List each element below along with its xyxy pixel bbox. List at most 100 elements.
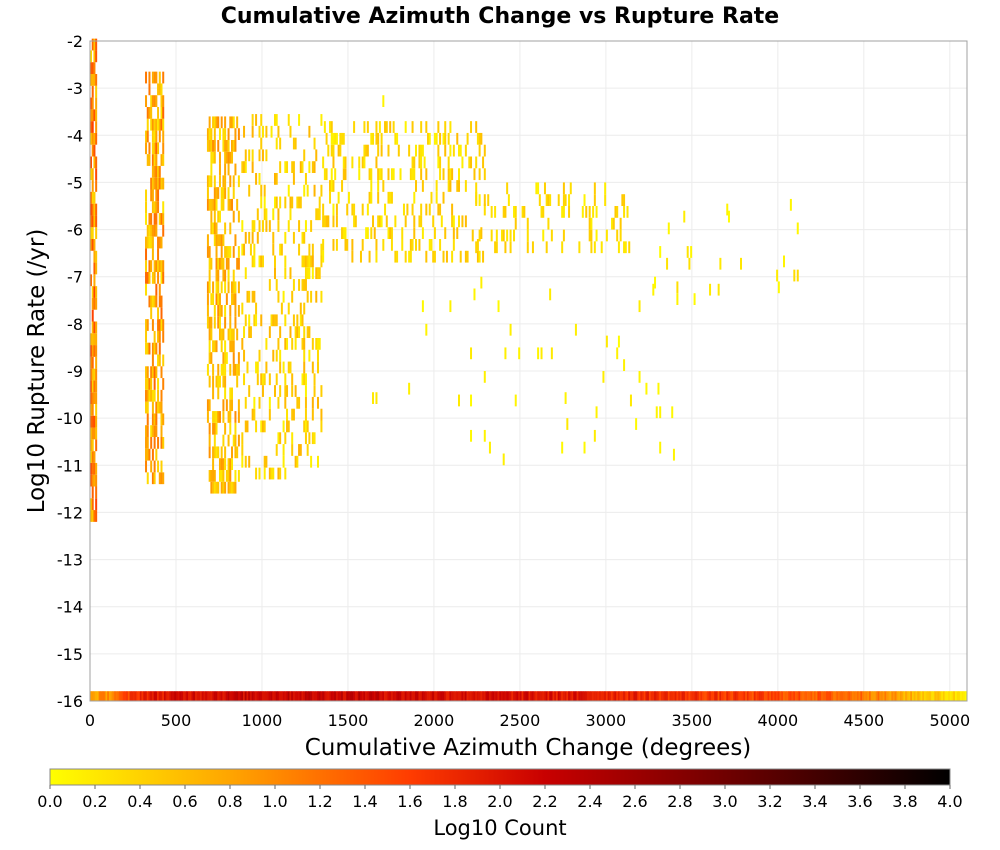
heatmap-cell (368, 691, 371, 701)
heatmap-cell (260, 420, 263, 433)
heatmap-cell (320, 255, 323, 268)
heatmap-cell (641, 691, 645, 701)
heatmap-cell (158, 130, 161, 143)
heatmap-cell (160, 236, 163, 249)
heatmap-cell (409, 168, 412, 181)
heatmap-cell (557, 194, 560, 206)
heatmap-cell (736, 691, 739, 701)
heatmap-cell (635, 418, 638, 430)
heatmap-cell (148, 295, 151, 308)
heatmap-cell (351, 691, 354, 701)
heatmap-cell (616, 691, 619, 701)
heatmap-cell (162, 95, 165, 107)
heatmap-cell (963, 691, 966, 701)
heatmap-cell (796, 691, 799, 701)
heatmap-cell (246, 290, 249, 303)
heatmap-cell (95, 486, 98, 499)
heatmap-cell (296, 326, 299, 338)
heatmap-cell (229, 422, 232, 435)
heatmap-cell (224, 128, 227, 140)
heatmap-cell (151, 142, 154, 155)
heatmap-cell (241, 243, 244, 256)
heatmap-cell (380, 691, 383, 701)
heatmap-cell (215, 446, 218, 459)
heatmap-cell (464, 691, 467, 701)
heatmap-cell (93, 239, 96, 251)
heatmap-cell (292, 231, 295, 244)
heatmap-cell (514, 206, 517, 218)
heatmap-cell (561, 441, 564, 454)
heatmap-cell (212, 458, 215, 470)
heatmap-cell (146, 413, 149, 426)
heatmap-cell (344, 156, 347, 169)
heatmap-cell (413, 691, 416, 701)
heatmap-cell (614, 206, 617, 218)
heatmap-cell (279, 691, 282, 701)
heatmap-cell (153, 295, 156, 308)
heatmap-cell (279, 326, 282, 338)
heatmap-cell (170, 691, 173, 701)
heatmap-cell (330, 168, 333, 181)
heatmap-cell (953, 691, 956, 701)
heatmap-cell (153, 425, 156, 437)
heatmap-cell (151, 319, 154, 331)
heatmap-cell (456, 227, 459, 239)
heatmap-cell (277, 691, 280, 701)
heatmap-cell (222, 175, 225, 188)
y-tick-label: -16 (57, 692, 83, 711)
heatmap-cell (626, 206, 629, 218)
heatmap-cell (224, 422, 227, 435)
heatmap-cell (389, 121, 392, 133)
heatmap-cell (261, 385, 264, 397)
y-axis-ticks: -2-3-4-5-6-7-8-9-10-11-12-13-14-15-16 (57, 32, 83, 711)
heatmap-cell (483, 429, 486, 442)
heatmap-cell (282, 290, 285, 303)
heatmap-cell (218, 470, 221, 482)
heatmap-cell (765, 691, 768, 701)
heatmap-cell (150, 425, 153, 437)
heatmap-cell (396, 691, 399, 701)
heatmap-cell (382, 239, 385, 251)
heatmap-cell (676, 691, 679, 701)
heatmap-cell (277, 290, 280, 303)
heatmap-cell (151, 154, 154, 166)
heatmap-cell (227, 458, 230, 470)
heatmap-cell (341, 227, 344, 239)
heatmap-cell (308, 349, 311, 362)
heatmap-cell (444, 227, 447, 239)
heatmap-cell (452, 691, 455, 701)
heatmap-cell (90, 498, 92, 511)
heatmap-cell (270, 467, 273, 480)
heatmap-cell (224, 352, 227, 364)
heatmap-cell (315, 290, 318, 303)
heatmap-cell (275, 196, 278, 209)
heatmap-cell (258, 396, 261, 409)
heatmap-cell (208, 316, 211, 329)
heatmap-cell (748, 691, 751, 701)
heatmap-cell (918, 691, 921, 701)
heatmap-cell (155, 213, 158, 225)
heatmap-cell (394, 215, 397, 228)
heatmap-cell (793, 691, 796, 701)
heatmap-cell (310, 290, 313, 303)
heatmap-cell (442, 191, 445, 204)
heatmap-cell (145, 330, 148, 343)
heatmap-cell (375, 121, 378, 133)
heatmap-cell (237, 246, 240, 258)
heatmap-cell (540, 347, 543, 360)
heatmap-cell (284, 161, 287, 173)
heatmap-cell (218, 175, 221, 188)
heatmap-cell (268, 373, 271, 386)
heatmap-cell (215, 257, 218, 270)
heatmap-cell (157, 378, 160, 390)
heatmap-cell (200, 691, 203, 701)
heatmap-cell (246, 420, 249, 433)
heatmap-cells (90, 38, 968, 701)
heatmap-cell (418, 215, 421, 228)
heatmap-cell (232, 175, 235, 188)
heatmap-cell (473, 691, 476, 701)
heatmap-cell (222, 269, 225, 282)
heatmap-cell (292, 279, 295, 291)
heatmap-cell (316, 208, 319, 221)
heatmap-cell (457, 215, 460, 228)
